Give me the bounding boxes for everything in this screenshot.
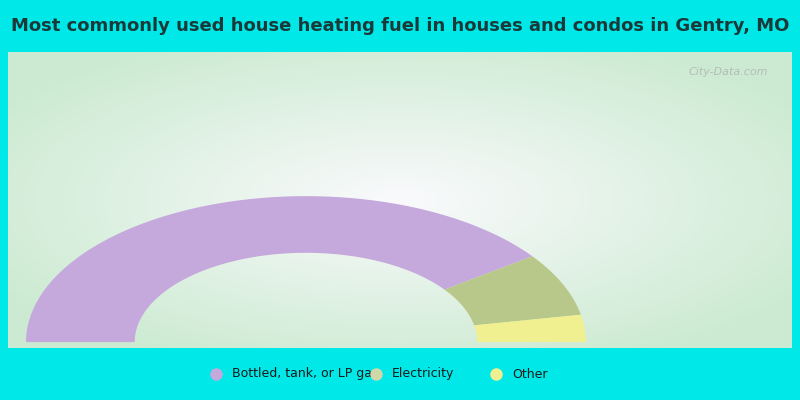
Polygon shape xyxy=(445,256,581,325)
Text: Electricity: Electricity xyxy=(392,368,454,380)
Text: Other: Other xyxy=(512,368,547,380)
Polygon shape xyxy=(26,196,532,342)
Text: Bottled, tank, or LP gas: Bottled, tank, or LP gas xyxy=(232,368,378,380)
Text: City-Data.com: City-Data.com xyxy=(689,67,769,77)
Polygon shape xyxy=(474,315,586,342)
Text: Most commonly used house heating fuel in houses and condos in Gentry, MO: Most commonly used house heating fuel in… xyxy=(11,17,789,35)
